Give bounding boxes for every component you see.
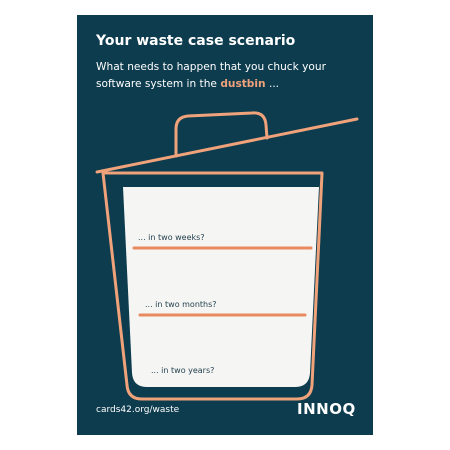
- subtitle-highlight: dustbin: [220, 78, 266, 90]
- subtitle-ellipsis: ...: [265, 78, 280, 90]
- lid-line: [95, 117, 359, 174]
- innoq-logo: INNOQ: [297, 400, 356, 418]
- question-two-weeks: ... in two weeks?: [138, 233, 205, 242]
- subtitle-text: What needs to happen that you chuck your…: [96, 61, 326, 90]
- bin-body: [123, 187, 319, 387]
- card-subtitle: What needs to happen that you chuck your…: [96, 59, 366, 93]
- footer-url: cards42.org/waste: [96, 405, 180, 415]
- dustbin-illustration: [95, 111, 359, 401]
- card-title: Your waste case scenario: [96, 33, 296, 49]
- waste-scenario-card: Your waste case scenario What needs to h…: [77, 15, 373, 435]
- question-two-months: ... in two months?: [145, 300, 217, 309]
- lid-handle-icon: [174, 111, 269, 158]
- question-two-years: ... in two years?: [151, 366, 215, 375]
- bin-outline: [101, 171, 324, 401]
